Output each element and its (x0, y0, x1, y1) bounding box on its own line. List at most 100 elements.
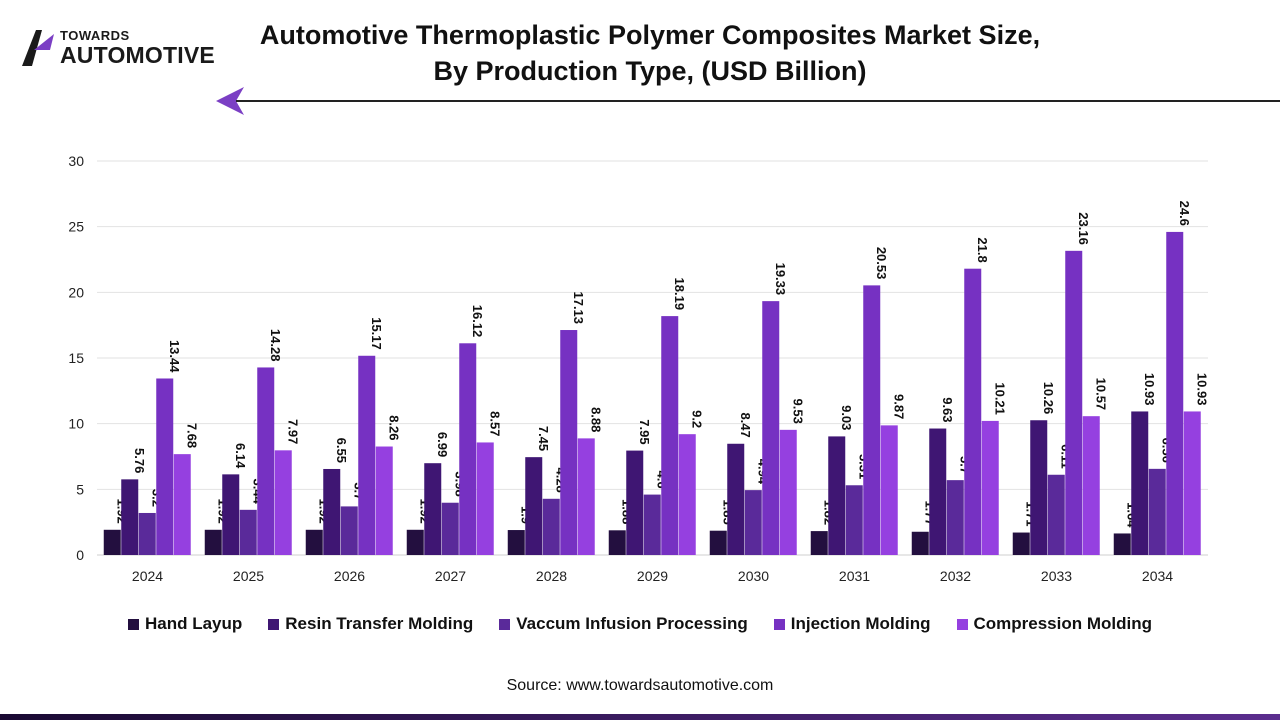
data-label: 5.76 (132, 448, 147, 473)
x-tick-label: 2025 (233, 568, 264, 584)
chart-title-line1: Automotive Thermoplastic Polymer Composi… (259, 20, 1041, 50)
data-label: 6.14 (233, 443, 248, 469)
data-label: 13.44 (167, 340, 182, 373)
legend-label: Compression Molding (973, 614, 1153, 633)
legend-label: Hand Layup (144, 614, 243, 633)
data-label: 18.19 (672, 278, 687, 311)
legend-item: Hand Layup (127, 614, 243, 634)
legend-item: Resin Transfer Molding (268, 614, 473, 634)
bar (828, 436, 846, 555)
data-label: 7.68 (185, 423, 200, 448)
bar (257, 367, 275, 555)
bar (880, 425, 898, 555)
x-tick-label: 2033 (1041, 568, 1072, 584)
data-label: 7.95 (637, 419, 652, 444)
bar (222, 474, 240, 555)
bar (305, 529, 323, 555)
legend-swatch (127, 618, 139, 630)
bar (946, 480, 964, 555)
bar (577, 438, 595, 555)
x-tick-label: 2024 (132, 568, 163, 584)
bar (1166, 231, 1184, 556)
bar (981, 420, 999, 555)
x-tick-label: 2028 (536, 568, 567, 584)
data-label: 21.8 (975, 237, 990, 262)
legend-item: Compression Molding (956, 614, 1153, 634)
data-label: 10.21 (993, 382, 1008, 415)
bar (459, 343, 477, 555)
bar (1047, 474, 1065, 555)
x-tick-label: 2027 (435, 568, 466, 584)
data-label: 9.2 (690, 410, 705, 428)
data-label: 23.16 (1076, 212, 1091, 245)
data-label: 19.33 (773, 263, 788, 296)
data-label: 9.03 (839, 405, 854, 430)
bar (560, 330, 578, 555)
bar (626, 450, 644, 555)
legend-swatch (499, 618, 511, 630)
bar (1131, 411, 1149, 555)
bar (340, 506, 358, 555)
data-label: 10.57 (1094, 378, 1109, 411)
bar (138, 512, 156, 555)
legend-item: Vaccum Infusion Processing (499, 614, 748, 634)
brand-logo: TOWARDS AUTOMOTIVE (20, 26, 230, 70)
bar (323, 468, 341, 555)
data-label: 7.45 (536, 426, 551, 451)
data-label: 20.53 (874, 247, 889, 280)
bar (678, 434, 696, 555)
data-label: 8.88 (589, 407, 604, 432)
bar (173, 454, 191, 555)
legend-swatch (956, 618, 968, 630)
bar (727, 443, 745, 555)
bar (1148, 468, 1166, 555)
y-tick-label: 20 (68, 284, 84, 300)
y-tick-label: 15 (68, 350, 84, 366)
y-tick-label: 5 (76, 481, 84, 497)
bar (911, 531, 929, 555)
y-tick-label: 30 (68, 153, 84, 169)
data-label: 7.97 (286, 419, 301, 444)
bar (1113, 533, 1131, 555)
bottom-band (0, 714, 1280, 720)
x-tick-label: 2029 (637, 568, 668, 584)
brand-mark-icon (22, 30, 54, 66)
data-label: 15.17 (369, 317, 384, 350)
bar (525, 457, 543, 555)
brand-line1: TOWARDS (60, 28, 130, 43)
left-arrow-icon (216, 87, 244, 115)
bar (274, 450, 292, 555)
y-tick-label: 0 (76, 547, 84, 563)
legend-item: Injection Molding (773, 614, 931, 634)
bar (204, 529, 222, 555)
bar (709, 530, 727, 555)
bar (406, 529, 424, 555)
data-label: 6.99 (435, 432, 450, 457)
bar (156, 378, 174, 555)
bar (1183, 411, 1201, 555)
x-tick-label: 2026 (334, 568, 365, 584)
bar (1082, 416, 1100, 555)
bar (507, 530, 525, 555)
bar (779, 429, 797, 555)
data-label: 9.53 (791, 399, 806, 424)
data-label: 14.28 (268, 329, 283, 362)
data-label: 8.47 (738, 412, 753, 437)
data-label: 10.26 (1041, 382, 1056, 415)
bar (744, 490, 762, 555)
data-label: 6.55 (334, 438, 349, 463)
bar (929, 428, 947, 555)
brand-line2: AUTOMOTIVE (60, 42, 215, 68)
data-label: 10.93 (1195, 373, 1210, 406)
bar (863, 285, 881, 555)
y-tick-label: 10 (68, 416, 84, 432)
legend-label: Resin Transfer Molding (285, 614, 474, 633)
data-label: 9.63 (940, 397, 955, 422)
bar (476, 442, 494, 555)
bar (441, 502, 459, 555)
bar (608, 530, 626, 555)
bar (542, 498, 560, 555)
bar (661, 316, 679, 555)
data-label: 8.57 (488, 411, 503, 436)
chart-legend: Hand Layup Resin Transfer Molding Vaccum I… (0, 614, 1280, 634)
